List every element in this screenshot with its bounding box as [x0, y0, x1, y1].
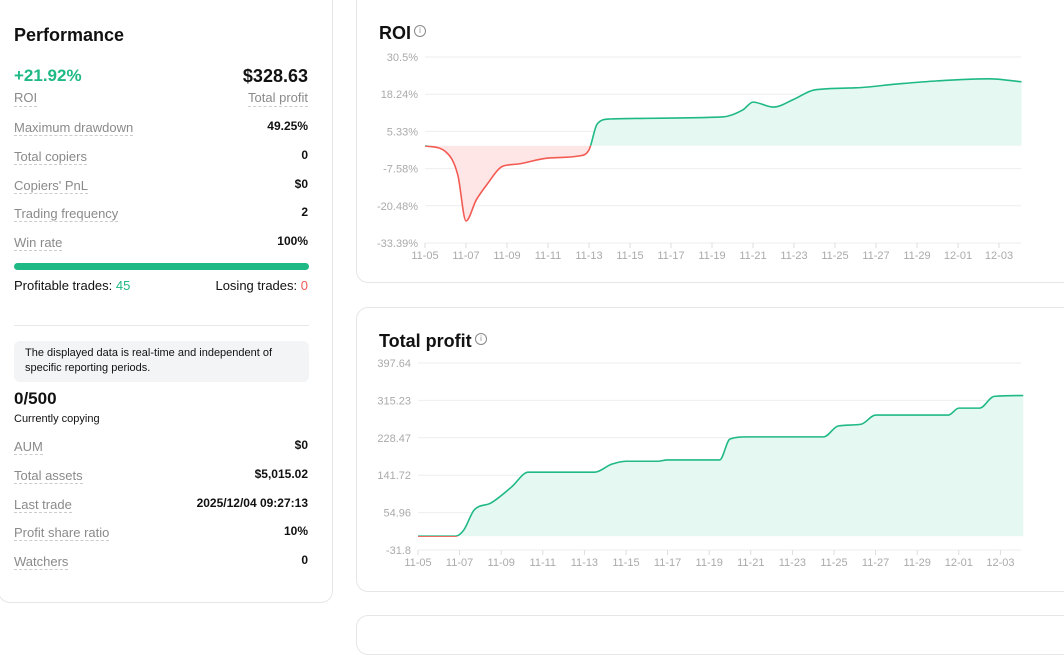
stat-row: Total assets $5,015.02 — [14, 467, 332, 485]
profitable-value: 45 — [115, 278, 131, 293]
stat-label[interactable]: Copiers' PnL — [14, 177, 89, 194]
stat-label[interactable]: Last trade — [14, 496, 72, 513]
win-rate-fill — [14, 263, 309, 270]
stat-row: Copiers' PnL $0 — [14, 177, 332, 195]
stat-row: Profit share ratio 10% — [14, 524, 332, 542]
profitable-trades: Profitable trades: 45 — [14, 278, 130, 293]
roi-chart-title: ROI — [379, 23, 412, 43]
next-card — [356, 615, 1064, 655]
stat-value: $0 — [294, 176, 308, 191]
roi-value: +21.92% — [14, 66, 82, 85]
roi-label[interactable]: ROI — [14, 90, 38, 107]
profitable-label: Profitable trades: — [14, 278, 113, 293]
roi-card: ROI i — [356, 0, 1064, 283]
stat-label[interactable]: Watchers — [14, 554, 69, 571]
realtime-notice: The displayed data is real-time and inde… — [14, 341, 309, 382]
info-icon[interactable]: i — [414, 25, 426, 37]
stat-row: Last trade 2025/12/04 09:27:13 — [14, 496, 332, 514]
info-icon[interactable]: i — [475, 333, 487, 345]
stat-value: $5,015.02 — [254, 466, 308, 481]
stat-value: 0 — [301, 553, 308, 568]
stat-row: Watchers 0 — [14, 553, 332, 571]
losing-trades: Losing trades: 0 — [215, 278, 308, 293]
stat-value: 2025/12/04 09:27:13 — [196, 495, 308, 510]
stat-value: 49.25% — [267, 119, 308, 133]
stat-value: 0 — [301, 147, 308, 162]
stat-row: AUM $0 — [14, 438, 332, 456]
stat-row: Win rate 100% — [14, 234, 332, 252]
stat-row: Total copiers 0 — [14, 148, 332, 166]
stat-label[interactable]: AUM — [14, 439, 43, 455]
stat-label[interactable]: Trading frequency — [14, 206, 119, 223]
performance-title: Performance — [14, 25, 125, 45]
total-profit-value: $328.63 — [242, 66, 308, 86]
losing-value: 0 — [300, 278, 308, 293]
stat-row: Maximum drawdown 49.25% — [14, 119, 332, 137]
stat-value: 100% — [277, 234, 308, 249]
stat-label[interactable]: Maximum drawdown — [14, 120, 134, 136]
total-profit-label[interactable]: Total profit — [248, 90, 308, 107]
stat-label[interactable]: Profit share ratio — [14, 525, 110, 542]
stat-value: 2 — [301, 205, 308, 220]
stat-value: 10% — [283, 524, 308, 539]
stat-label[interactable]: Total copiers — [14, 148, 87, 165]
losing-label: Losing trades: — [215, 278, 298, 293]
win-rate-bar — [14, 263, 309, 270]
copying-label: Currently copying — [14, 413, 100, 425]
profit-chart-title: Total profit — [379, 331, 472, 351]
stat-value: $0 — [294, 438, 308, 452]
total-profit-card: Total profit i — [356, 307, 1064, 592]
stat-label[interactable]: Win rate — [14, 235, 63, 252]
divider — [14, 325, 309, 326]
copying-value: 0/500 — [14, 389, 57, 408]
stat-label[interactable]: Total assets — [14, 467, 83, 484]
stat-row: Trading frequency 2 — [14, 205, 332, 223]
performance-card: Performance +21.92% ROI $328.63 Total pr… — [0, 0, 333, 603]
